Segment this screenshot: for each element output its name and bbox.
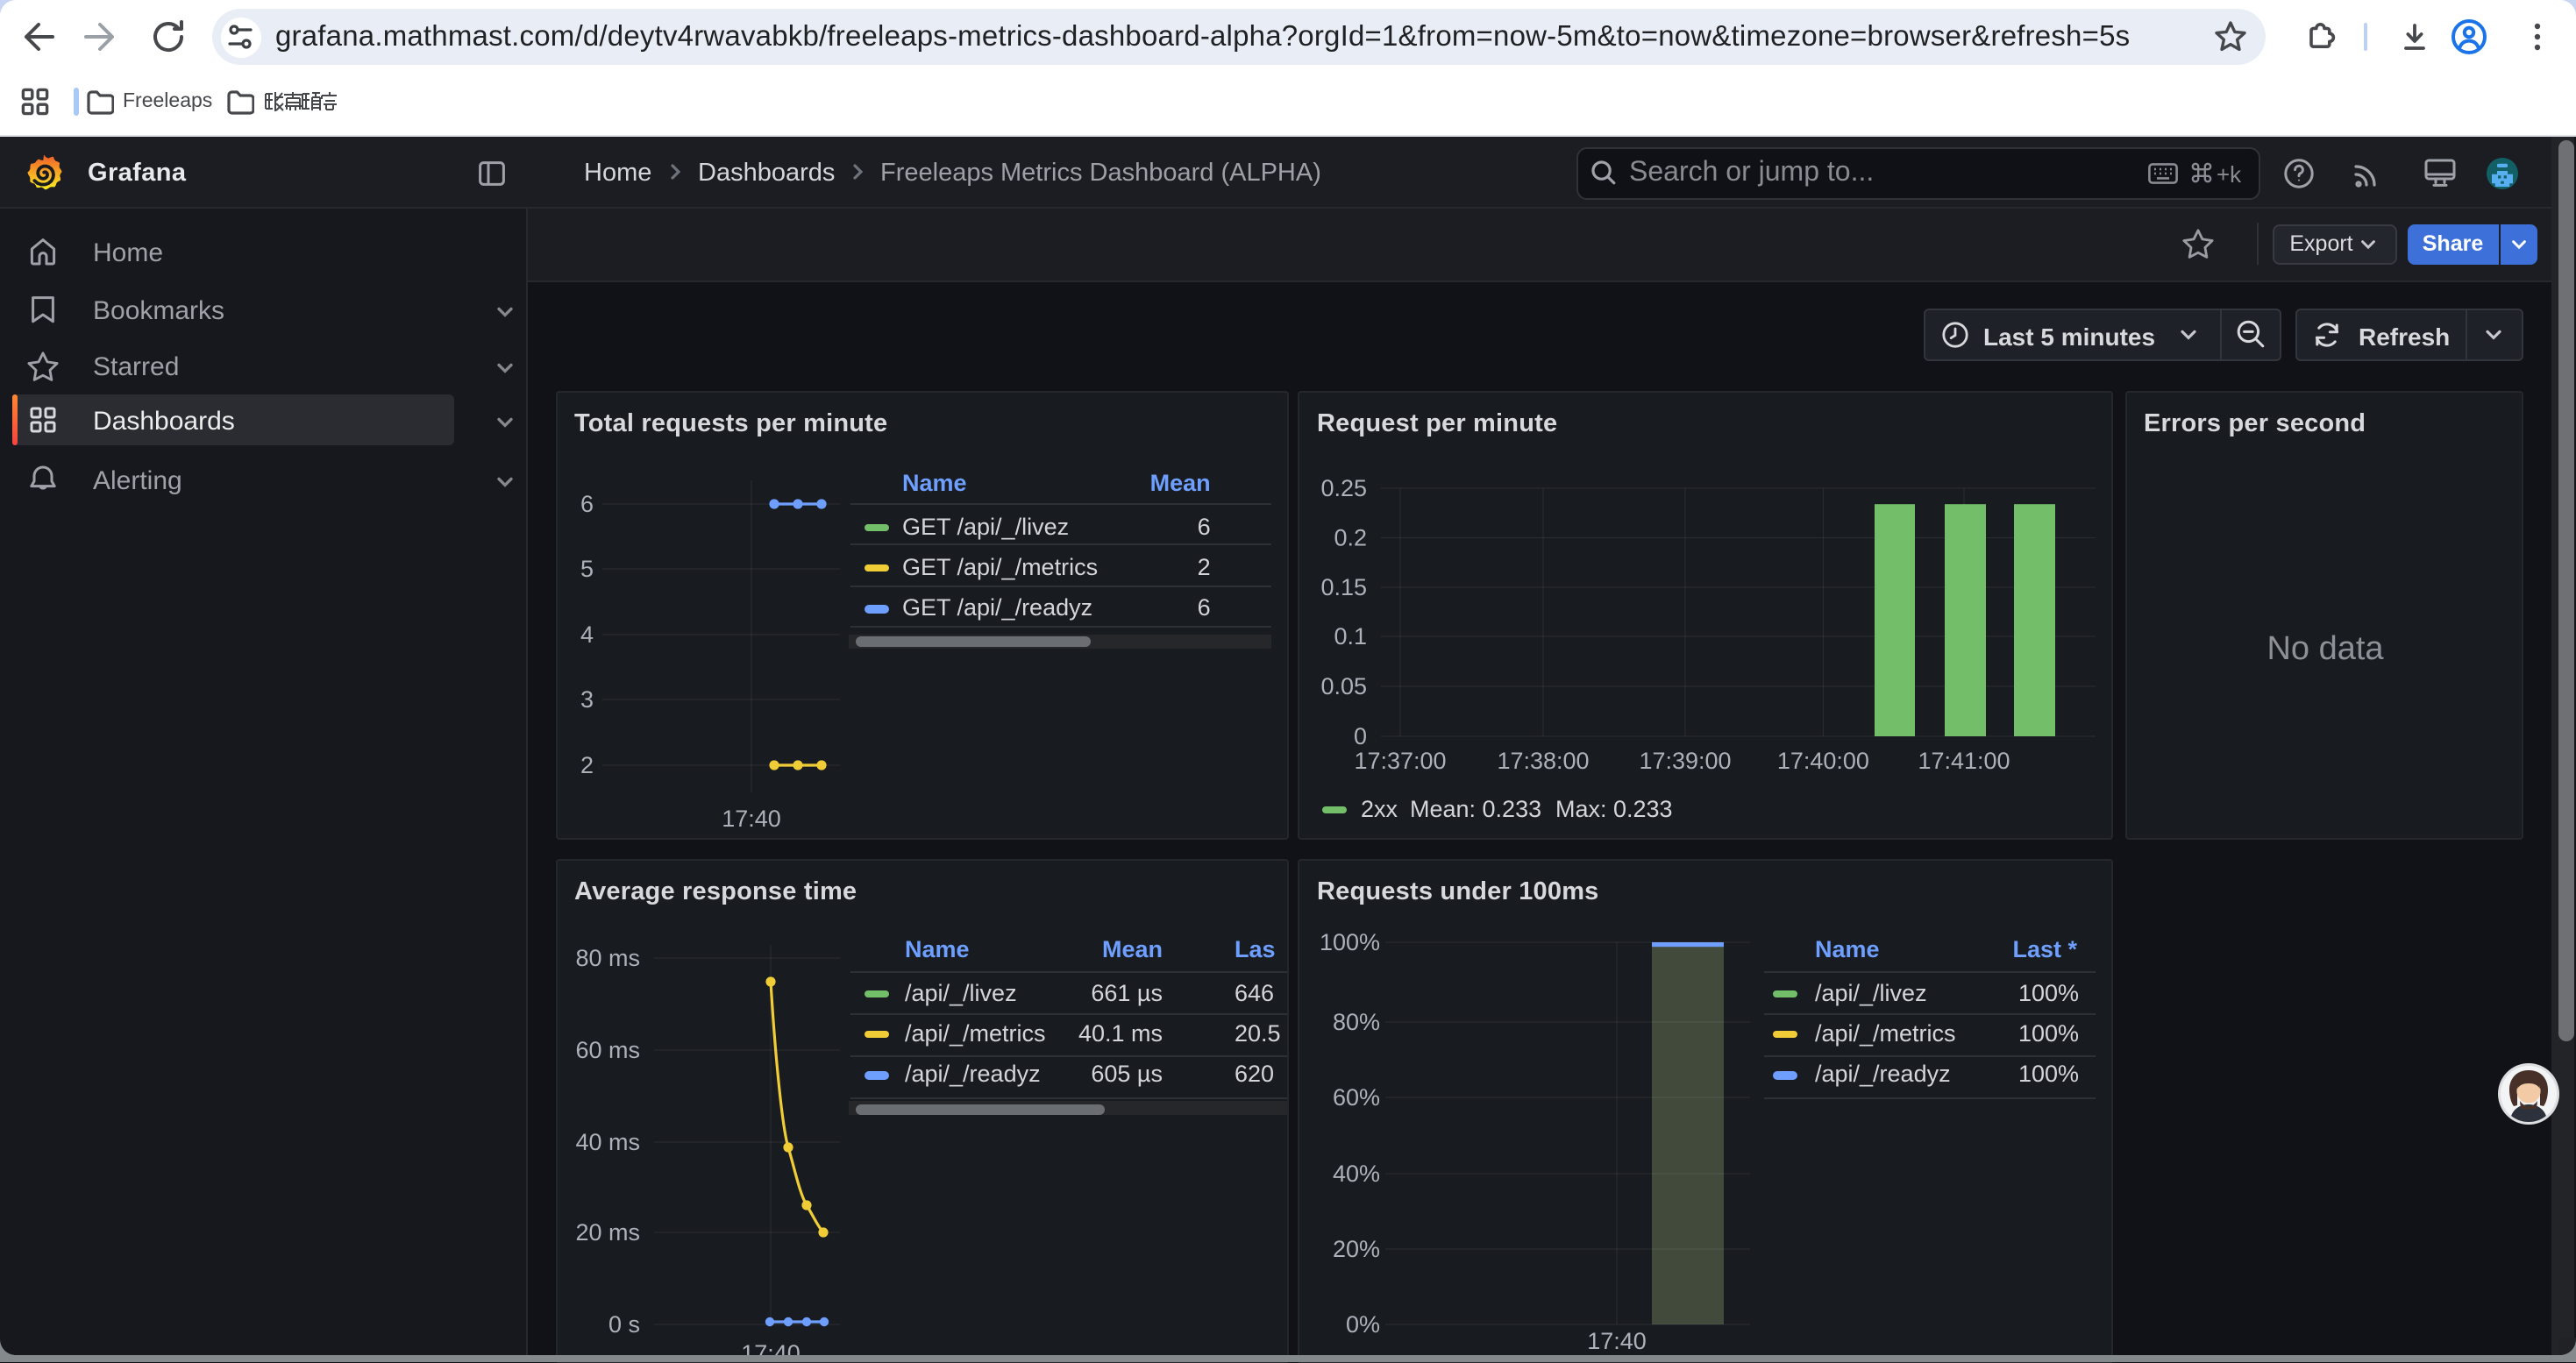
svg-text:17:38:00: 17:38:00 <box>1497 748 1589 774</box>
svg-text:80 ms: 80 ms <box>574 944 639 970</box>
svg-text:0: 0 <box>1354 723 1367 749</box>
svg-text:40 ms: 40 ms <box>574 1128 639 1154</box>
svg-text:17:40: 17:40 <box>1587 1327 1647 1353</box>
svg-text:0.15: 0.15 <box>1320 574 1367 600</box>
svg-text:17:39:00: 17:39:00 <box>1639 748 1731 774</box>
svg-text:0.05: 0.05 <box>1320 673 1367 699</box>
svg-text:5: 5 <box>580 556 593 582</box>
svg-text:40%: 40% <box>1333 1160 1380 1186</box>
svg-text:100%: 100% <box>1320 928 1380 955</box>
svg-text:17:37:00: 17:37:00 <box>1354 748 1446 774</box>
svg-text:6: 6 <box>580 491 593 517</box>
svg-text:60 ms: 60 ms <box>574 1036 639 1062</box>
svg-text:20%: 20% <box>1333 1235 1380 1261</box>
svg-text:0.1: 0.1 <box>1334 623 1367 650</box>
svg-text:17:41:00: 17:41:00 <box>1918 748 2010 774</box>
svg-text:2: 2 <box>580 752 593 778</box>
svg-text:20 ms: 20 ms <box>574 1218 639 1245</box>
svg-text:80%: 80% <box>1333 1008 1380 1034</box>
svg-text:0%: 0% <box>1346 1310 1380 1337</box>
svg-text:0.2: 0.2 <box>1334 525 1367 551</box>
svg-text:0.25: 0.25 <box>1320 475 1367 501</box>
svg-text:17:40:00: 17:40:00 <box>1777 748 1869 774</box>
svg-text:17:40: 17:40 <box>721 806 780 832</box>
svg-text:4: 4 <box>580 621 593 648</box>
svg-text:3: 3 <box>580 686 593 713</box>
svg-text:60%: 60% <box>1333 1083 1380 1110</box>
svg-text:0 s: 0 s <box>608 1310 639 1337</box>
